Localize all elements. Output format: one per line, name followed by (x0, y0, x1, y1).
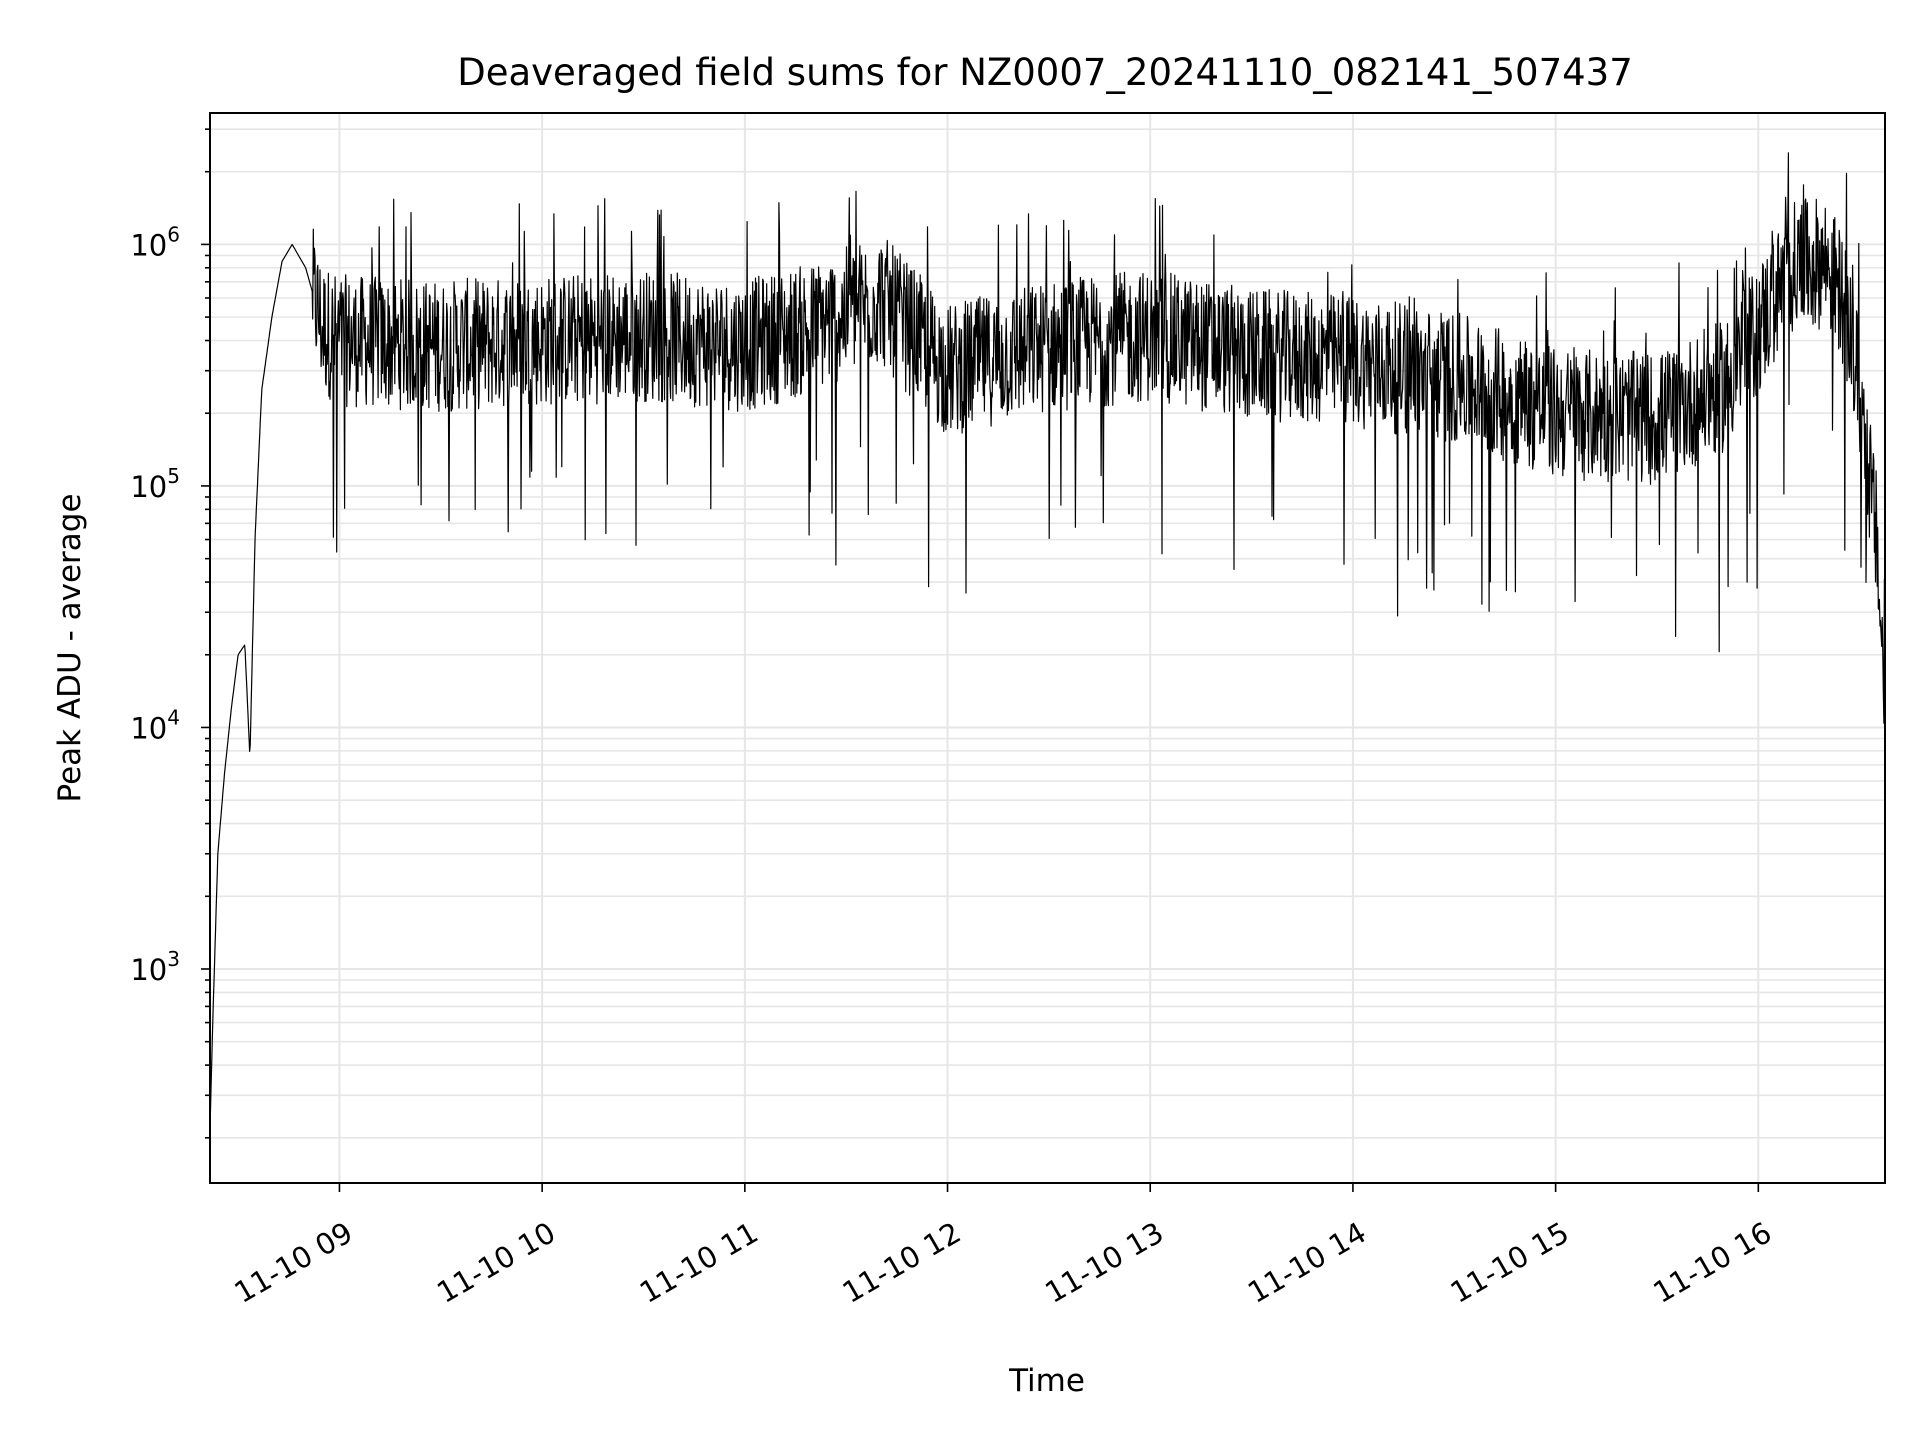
y-tick-label: 104 (130, 705, 180, 745)
grid-lines (210, 113, 1885, 1183)
y-axis: 103 104 105 106 (130, 128, 210, 1139)
series-line (209, 152, 1886, 1128)
y-tick-label: 105 (130, 464, 180, 504)
chart-title: Deaveraged field sums for NZ0007_2024111… (457, 51, 1633, 94)
plot-area-frame (209, 112, 1886, 1184)
x-axis-label: Time (1008, 1363, 1085, 1399)
series-layer (209, 152, 1886, 1128)
y-axis-label: Peak ADU - average (52, 493, 88, 802)
y-tick-label: 106 (130, 222, 180, 262)
y-tick-label: 103 (130, 947, 180, 987)
